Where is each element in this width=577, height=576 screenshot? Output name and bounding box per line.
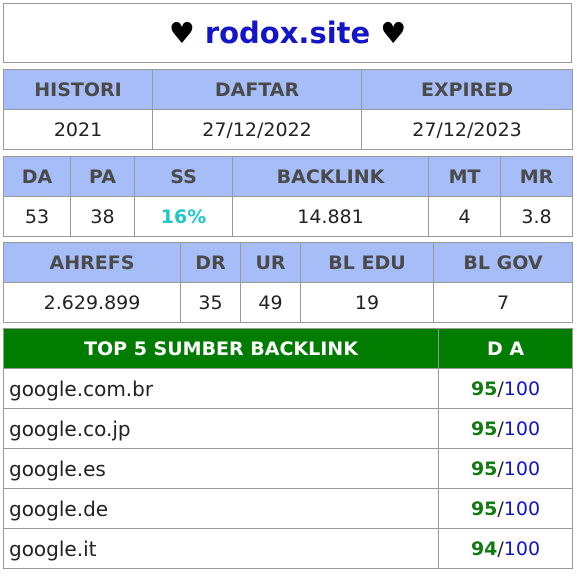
header-ahrefs: AHREFS [3, 242, 181, 283]
value-dr: 35 [180, 282, 241, 323]
table-row: google.de 95/100 [3, 488, 573, 529]
header-ur: UR [240, 242, 301, 283]
dates-header-row: HISTORI DAFTAR EXPIRED [3, 69, 573, 110]
da-score: 95 [470, 457, 498, 480]
metrics-header-row: DA PA SS BACKLINK MT MR [3, 156, 573, 197]
table-row: google.it 94/100 [3, 528, 573, 569]
header-ss: SS [134, 156, 233, 197]
value-mt: 4 [428, 196, 501, 237]
backlink-domain[interactable]: google.es [3, 448, 439, 489]
da-max: 100 [503, 497, 541, 520]
da-separator: / [497, 497, 504, 520]
header-bl-gov: BL GOV [433, 242, 573, 283]
value-bl-gov: 7 [433, 282, 573, 323]
table-row: google.co.jp 95/100 [3, 408, 573, 449]
backlink-da: 95/100 [438, 408, 573, 449]
header-mt: MT [428, 156, 501, 197]
backlink-da: 94/100 [438, 528, 573, 569]
top-backlinks-table: TOP 5 SUMBER BACKLINK D A google.com.br … [3, 328, 573, 569]
value-pa: 38 [70, 196, 135, 237]
header-pa: PA [70, 156, 135, 197]
value-da: 53 [3, 196, 71, 237]
header-top-sources: TOP 5 SUMBER BACKLINK [3, 328, 439, 369]
site-name[interactable]: rodox.site [204, 16, 371, 50]
top-backlinks-header-row: TOP 5 SUMBER BACKLINK D A [3, 328, 573, 369]
ahrefs-table-box: AHREFS DR UR BL EDU BL GOV 2.629.899 35 … [3, 242, 573, 323]
da-max: 100 [503, 537, 541, 560]
header-expired: EXPIRED [361, 69, 573, 110]
da-score: 94 [470, 537, 498, 560]
metrics-value-row: 53 38 16% 14.881 4 3.8 [3, 196, 573, 237]
da-separator: / [497, 377, 504, 400]
ahrefs-header-row: AHREFS DR UR BL EDU BL GOV [3, 242, 573, 283]
header-histori: HISTORI [3, 69, 153, 110]
site-title-box: ♥ rodox.site ♥ [3, 3, 572, 63]
backlink-da: 95/100 [438, 488, 573, 529]
backlink-da: 95/100 [438, 368, 573, 409]
da-score: 95 [470, 417, 498, 440]
dates-value-row: 2021 27/12/2022 27/12/2023 [3, 109, 573, 150]
ahrefs-value-row: 2.629.899 35 49 19 7 [3, 282, 573, 323]
da-score: 95 [470, 497, 498, 520]
da-max: 100 [503, 377, 541, 400]
backlink-da: 95/100 [438, 448, 573, 489]
da-max: 100 [503, 457, 541, 480]
value-ur: 49 [240, 282, 301, 323]
value-histori: 2021 [3, 109, 153, 150]
value-ss: 16% [134, 196, 233, 237]
da-score: 95 [470, 377, 498, 400]
value-mr: 3.8 [500, 196, 573, 237]
backlink-domain[interactable]: google.co.jp [3, 408, 439, 449]
backlink-domain[interactable]: google.it [3, 528, 439, 569]
table-row: google.com.br 95/100 [3, 368, 573, 409]
value-expired: 27/12/2023 [361, 109, 573, 150]
dates-table-box: HISTORI DAFTAR EXPIRED 2021 27/12/2022 2… [3, 69, 573, 150]
ahrefs-table: AHREFS DR UR BL EDU BL GOV 2.629.899 35 … [3, 242, 573, 323]
da-separator: / [497, 537, 504, 560]
metrics-table-box: DA PA SS BACKLINK MT MR 53 38 16% 14.881… [3, 156, 573, 237]
metrics-table: DA PA SS BACKLINK MT MR 53 38 16% 14.881… [3, 156, 573, 237]
value-ahrefs: 2.629.899 [3, 282, 181, 323]
header-da-score: D A [438, 328, 573, 369]
heart-icon-left: ♥ [168, 16, 195, 50]
dates-table: HISTORI DAFTAR EXPIRED 2021 27/12/2022 2… [3, 69, 573, 150]
da-separator: / [497, 457, 504, 480]
value-backlink: 14.881 [232, 196, 429, 237]
header-daftar: DAFTAR [152, 69, 362, 110]
header-da: DA [3, 156, 71, 197]
table-row: google.es 95/100 [3, 448, 573, 489]
header-mr: MR [500, 156, 573, 197]
header-backlink: BACKLINK [232, 156, 429, 197]
backlink-domain[interactable]: google.de [3, 488, 439, 529]
header-dr: DR [180, 242, 241, 283]
header-bl-edu: BL EDU [300, 242, 434, 283]
top-backlinks-table-box: TOP 5 SUMBER BACKLINK D A google.com.br … [3, 328, 573, 569]
value-daftar: 27/12/2022 [152, 109, 362, 150]
heart-icon-right: ♥ [380, 16, 407, 50]
da-separator: / [497, 417, 504, 440]
da-max: 100 [503, 417, 541, 440]
value-bl-edu: 19 [300, 282, 434, 323]
backlink-domain[interactable]: google.com.br [3, 368, 439, 409]
